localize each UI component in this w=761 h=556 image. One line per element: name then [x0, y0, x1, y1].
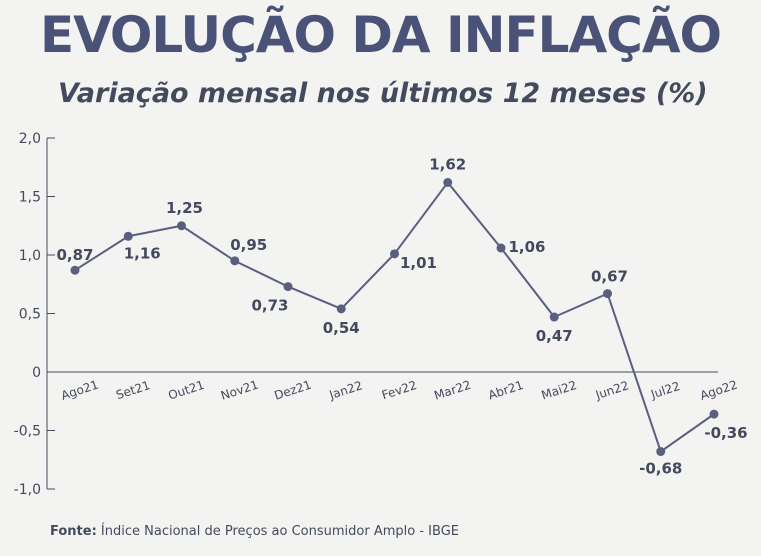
data-point — [177, 221, 186, 231]
x-tick-label: Jan22 — [327, 378, 364, 402]
data-label: 0,73 — [251, 297, 288, 315]
chart-title: EVOLUÇÃO DA INFLAÇÃO — [39, 6, 722, 64]
data-point — [70, 265, 80, 275]
source-note: Fonte: Índice Nacional de Preços ao Cons… — [50, 524, 459, 539]
data-label: 0,95 — [230, 236, 267, 254]
data-point — [656, 447, 666, 457]
x-tick-label: Nov21 — [219, 378, 260, 403]
y-axis-ticks: 2,0 1,5 1,0 0,5 0 -0,5 -1,0 — [14, 131, 55, 498]
chart-axes — [46, 138, 718, 489]
x-tick-label: Out21 — [166, 378, 206, 403]
y-tick-label: 0 — [32, 365, 41, 381]
data-label: 0,54 — [323, 319, 360, 337]
data-label: -0,68 — [639, 460, 682, 478]
x-tick-label: Ago21 — [59, 378, 100, 403]
data-label: 0,67 — [591, 268, 628, 286]
y-tick-label: 1,0 — [19, 248, 41, 264]
source-text: Índice Nacional de Preços ao Consumidor … — [100, 524, 459, 539]
x-tick-label: Jul22 — [648, 379, 682, 402]
y-tick-label: 2,0 — [19, 131, 41, 147]
x-tick-label: Mai22 — [540, 378, 579, 403]
data-label: 1,16 — [124, 244, 161, 262]
source-label: Fonte: — [50, 524, 97, 539]
data-point — [709, 409, 719, 419]
data-point — [603, 289, 612, 299]
data-label: 1,25 — [166, 199, 203, 217]
data-point — [123, 231, 133, 241]
x-tick-label: Fev22 — [380, 378, 419, 402]
x-tick-label: Jun22 — [593, 378, 631, 402]
data-point — [230, 256, 240, 266]
data-label: 1,62 — [429, 155, 466, 173]
series-inflation — [70, 177, 719, 457]
data-label: 0,47 — [536, 327, 573, 345]
data-point — [496, 243, 506, 253]
x-tick-label: Set21 — [114, 378, 152, 402]
data-label: 0,87 — [56, 246, 93, 264]
data-label: 1,01 — [400, 254, 437, 272]
x-tick-label: Mar22 — [432, 378, 472, 403]
series-line — [74, 181, 715, 453]
y-tick-label: 0,5 — [19, 307, 41, 323]
x-tick-label: Abr21 — [486, 378, 525, 402]
data-labels: 0,87 1,16 1,25 0,95 0,73 0,54 1,01 1,62 1,06 0,47… — [56, 155, 747, 477]
data-point — [390, 249, 399, 259]
x-tick-label: Dez21 — [272, 378, 313, 403]
y-tick-label: -0,5 — [14, 424, 41, 440]
y-tick-label: -1,0 — [14, 482, 41, 498]
data-point — [283, 282, 293, 292]
chart-subtitle: Variação mensal nos últimos 12 meses (%) — [58, 78, 708, 109]
data-label: 1,06 — [508, 238, 545, 256]
y-tick-label: 1,5 — [19, 190, 41, 206]
data-point — [443, 177, 453, 187]
data-point — [549, 312, 559, 322]
data-point — [336, 304, 346, 314]
x-tick-label: Ago22 — [698, 378, 739, 403]
data-label: -0,36 — [704, 424, 747, 442]
